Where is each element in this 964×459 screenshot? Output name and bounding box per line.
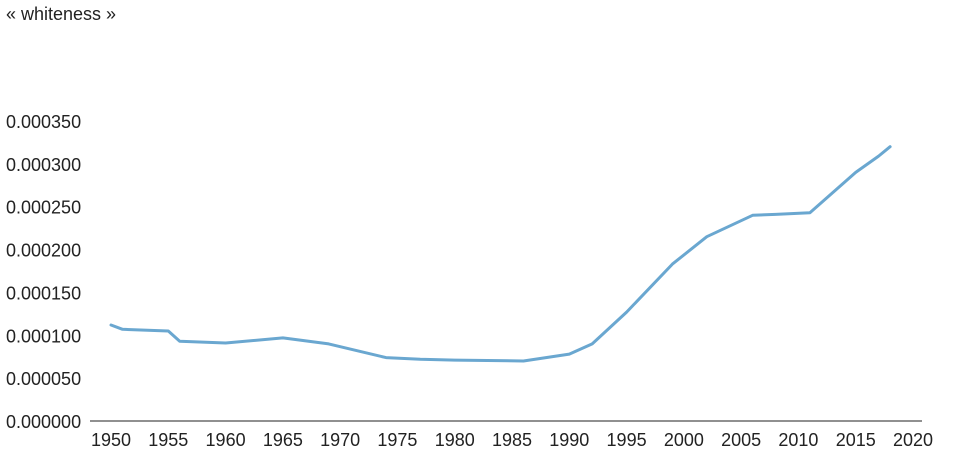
x-tick-label: 1955: [148, 430, 188, 450]
series-line: [109, 145, 892, 363]
chart-title: « whiteness »: [6, 4, 117, 24]
y-axis: 0.000000 0.000050 0.000100 0.000150 0.000200…: [6, 112, 81, 432]
y-tick-label: 0.000250: [6, 198, 81, 218]
y-tick-label: 0.000300: [6, 155, 81, 175]
x-tick-label: 1975: [377, 430, 417, 450]
x-tick-label: 2015: [836, 430, 876, 450]
y-tick-label: 0.000050: [6, 369, 81, 389]
x-tick-label: 1980: [435, 430, 475, 450]
x-tick-label: 1985: [492, 430, 532, 450]
x-tick-label: 2005: [721, 430, 761, 450]
x-tick-label: 1960: [206, 430, 246, 450]
x-tick-label: 1965: [263, 430, 303, 450]
x-tick-label: 2010: [778, 430, 818, 450]
x-tick-label: 2000: [664, 430, 704, 450]
x-axis: 1950 1955 1960 1965 1970 1975 1980 1985 1990 1995…: [90, 420, 933, 450]
x-tick-label: 1950: [91, 430, 131, 450]
x-tick-label: 1990: [549, 430, 589, 450]
x-tick-label: 2020: [893, 430, 933, 450]
x-tick-label: 1995: [607, 430, 647, 450]
x-tick-label: 1970: [320, 430, 360, 450]
y-tick-label: 0.000200: [6, 241, 81, 261]
y-tick-label: 0.000000: [6, 412, 81, 432]
y-tick-label: 0.000150: [6, 283, 81, 303]
y-tick-label: 0.000100: [6, 326, 81, 346]
series-group: [109, 145, 892, 363]
y-tick-label: 0.000350: [6, 112, 81, 132]
